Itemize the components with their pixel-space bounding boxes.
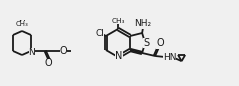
Text: O: O bbox=[45, 58, 52, 69]
Text: HN: HN bbox=[163, 52, 176, 61]
Text: O: O bbox=[156, 39, 164, 49]
Text: NH₂: NH₂ bbox=[135, 20, 152, 28]
Text: S: S bbox=[143, 38, 149, 48]
Text: CH₃: CH₃ bbox=[16, 20, 28, 26]
Text: CH₃: CH₃ bbox=[111, 18, 125, 24]
Text: N: N bbox=[29, 48, 35, 57]
Text: N: N bbox=[19, 20, 25, 29]
Text: N: N bbox=[115, 51, 123, 61]
Text: O: O bbox=[60, 46, 67, 56]
Text: Cl: Cl bbox=[95, 28, 104, 37]
